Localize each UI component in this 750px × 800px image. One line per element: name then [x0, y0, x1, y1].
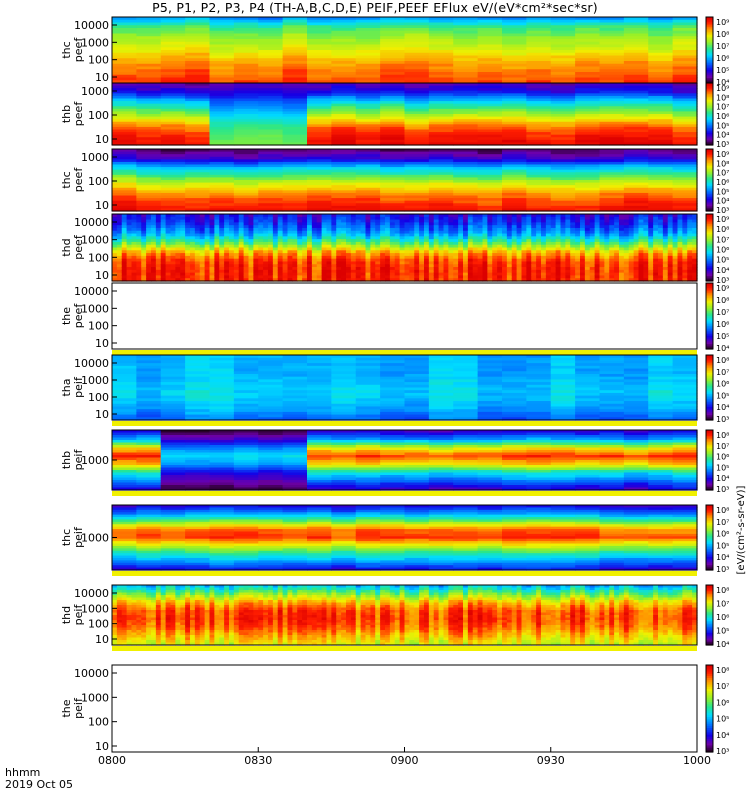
colorbar-tick-label: 10⁹ [716, 150, 729, 159]
panel-background [112, 283, 697, 349]
panel-thb-peef: 100010010thb peef10⁹10⁸10⁷10⁶10⁵10⁴10³ [60, 83, 729, 149]
y-tick-label: 10 [95, 199, 109, 212]
panel-name-line2: peef [72, 234, 85, 260]
colorbar-tick-label: 10⁸ [716, 159, 729, 168]
y-tick-label: 10 [95, 269, 109, 282]
colorbar-tick-label: 10⁷ [716, 308, 729, 317]
y-tick-label: 10 [95, 337, 109, 350]
colorbar-tick-label: 10⁷ [716, 235, 729, 244]
colorbar-tick-label: 10⁵ [716, 332, 729, 341]
y-tick-label: 100 [88, 109, 109, 122]
heatmap-cells [112, 355, 698, 421]
panel-the-peef: 10000100010010the peef10⁹10⁸10⁷10⁶10⁵10⁴ [60, 283, 729, 355]
panel-group: 10000100010010thc peef10⁹10⁸10⁷10⁶10⁵10⁴1… [60, 17, 729, 756]
colorbar-tick-label: 10⁴ [716, 344, 729, 353]
colorbar-tick-label: 10³ [716, 140, 729, 149]
y-tick-label: 10000 [74, 285, 109, 298]
y-tick-label: 1000 [81, 36, 109, 49]
colorbar-tick-label: 10⁸ [716, 93, 729, 102]
colorbar-tick-label: 10⁹ [716, 84, 729, 93]
colorbar-tick-label: 10⁷ [716, 103, 729, 112]
colorbar-tick-label: 10⁵ [716, 187, 729, 196]
colorbar: 10⁹ 10⁸ 10⁷ 10⁶ 10⁵ 10⁴ [706, 283, 729, 353]
y-tick-label: 10 [95, 133, 109, 146]
panel-name-line2: peef [72, 101, 85, 127]
colorbar-tick-label: 10⁶ [716, 54, 729, 63]
colorbar-tick-label: 10³ [716, 206, 729, 215]
panel-name-line2: peef [72, 303, 85, 329]
colorbar-tick-label: 10⁵ [716, 121, 729, 130]
y-tick-label: 100 [88, 175, 109, 188]
panel-fill-band [112, 350, 697, 355]
colorbar-tick-label: 10⁴ [716, 197, 729, 206]
colorbar-tick-label: 10⁹ [716, 215, 729, 224]
colorbar-tick-label: 10⁶ [716, 178, 729, 187]
panel-thc-peef: 10000100010010thc peef10⁹10⁸10⁷10⁶10⁵10⁴ [60, 17, 729, 87]
y-tick-label: 100 [88, 251, 109, 264]
y-tick-label: 100 [88, 54, 109, 67]
colorbar-tick-label: 10⁹ [716, 284, 729, 293]
colorbar-tick-label: 10⁴ [716, 266, 729, 275]
colorbar-tick-label: 10⁶ [716, 320, 729, 329]
colorbar: 10⁹10⁸10⁷10⁶10⁵10⁴10³ [706, 149, 729, 215]
colorbar-tick-label: 10⁸ [716, 30, 729, 39]
panel-name-line2: peef [72, 37, 85, 63]
y-tick-label: 100 [88, 320, 109, 333]
panel-thc-peef: 100010010thc peef10⁹10⁸10⁷10⁶10⁵10⁴10³ [60, 149, 729, 215]
y-tick-label: 1000 [81, 151, 109, 164]
colorbar: 10⁹10⁸10⁷10⁶10⁵10⁴10³ [706, 83, 729, 149]
colorbar-tick-label: 10⁹ [716, 18, 729, 27]
heatmap-cells [112, 83, 698, 146]
y-tick-label: 10000 [74, 19, 109, 32]
colorbar-tick-label: 10⁵ [716, 256, 729, 265]
colorbar-tick-label: 10⁷ [716, 42, 729, 51]
heatmap-cells [112, 214, 698, 282]
colorbar: 10⁹10⁸10⁷10⁶10⁵10⁴ [706, 17, 729, 87]
panel-tha-peif: 10000100010010tha peif10⁸10⁷10⁶10⁵10⁴10³ [60, 355, 729, 426]
colorbar-tick-label: 10⁷ [716, 169, 729, 178]
y-tick-label: 10 [95, 71, 109, 84]
heatmap-cells [112, 149, 698, 212]
panel-name-line2: peef [72, 167, 85, 193]
colorbar: 10⁹10⁸10⁷10⁶10⁵10⁴10³ [706, 214, 729, 285]
heatmap-cells [112, 17, 698, 84]
panel-thd-peef: 10000100010010thd peef10⁹10⁸10⁷10⁶10⁵10⁴1… [60, 214, 729, 285]
y-tick-label: 10000 [74, 216, 109, 229]
colorbar-tick-label: 10⁴ [716, 131, 729, 140]
y-tick-label: 1000 [81, 85, 109, 98]
colorbar-tick-label: 10⁸ [716, 225, 729, 234]
y-tick-label: 1000 [81, 234, 109, 247]
colorbar-tick-label: 10⁶ [716, 246, 729, 255]
colorbar-tick-label: 10⁸ [716, 296, 729, 305]
y-tick-label: 1000 [81, 302, 109, 315]
colorbar-tick-label: 10⁶ [716, 112, 729, 121]
colorbar-tick-label: 10⁵ [716, 66, 729, 75]
